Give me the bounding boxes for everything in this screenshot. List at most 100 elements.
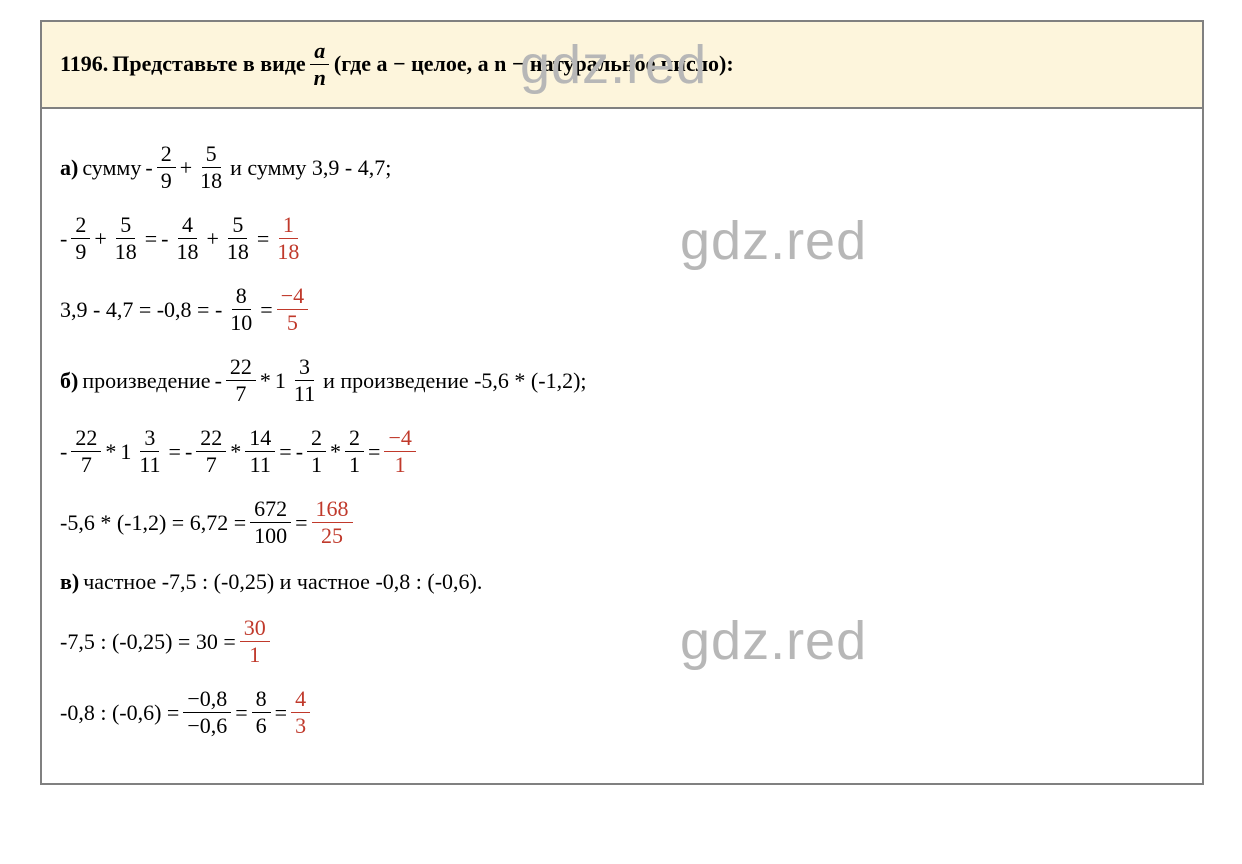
num: 8	[232, 285, 251, 310]
part-b-label: б)	[60, 368, 78, 394]
fraction: 1411	[245, 427, 275, 476]
star: *	[105, 439, 116, 465]
text: -7,5 : (-0,25) = 30 =	[60, 629, 236, 655]
den: 25	[317, 523, 347, 547]
star: *	[260, 368, 271, 394]
num: 4	[178, 214, 197, 239]
num: 2	[157, 143, 176, 168]
minus: -	[161, 226, 168, 252]
num: 4	[291, 688, 310, 713]
fraction: 21	[345, 427, 364, 476]
den: 1	[245, 642, 264, 666]
fraction: 227	[226, 356, 256, 405]
answer-fraction: 43	[291, 688, 310, 737]
answer-fraction: 118	[273, 214, 303, 263]
equals: =	[260, 297, 272, 323]
problem-body: а) сумму - 29 + 518 и сумму 3,9 - 4,7; -…	[42, 109, 1202, 783]
star: *	[330, 439, 341, 465]
den: 18	[196, 168, 226, 192]
text: и сумму 3,9 - 4,7;	[230, 155, 391, 181]
equals: =	[169, 439, 181, 465]
num: −4	[277, 285, 308, 310]
minus: -	[185, 439, 192, 465]
text: 3,9 - 4,7 = -0,8 = -	[60, 297, 222, 323]
minus: -	[145, 155, 152, 181]
num: 30	[240, 617, 270, 642]
num: 14	[245, 427, 275, 452]
den: 7	[231, 381, 250, 405]
part-c-step2: -0,8 : (-0,6) = −0,8−0,6 = 86 = 43	[58, 688, 1186, 737]
fraction: 227	[71, 427, 101, 476]
den: −0,6	[183, 713, 231, 737]
equals: =	[235, 700, 247, 726]
plus: +	[180, 155, 192, 181]
fraction: 518	[111, 214, 141, 263]
problem-card: 1196. Представьте в виде a n (где a − це…	[40, 20, 1204, 785]
num: −4	[384, 427, 415, 452]
num: 3	[140, 427, 159, 452]
num: 22	[226, 356, 256, 381]
equals: =	[257, 226, 269, 252]
part-a-step1: - 29 + 518 = - 418 + 518 = 118	[58, 214, 1186, 263]
part-b-step1: - 227 * 1 311 = - 227 * 1411 = - 21 * 21…	[58, 427, 1186, 476]
minus: -	[215, 368, 222, 394]
fraction: −0,8−0,6	[183, 688, 231, 737]
num: 22	[71, 427, 101, 452]
header-text-before: Представьте в виде	[112, 49, 305, 80]
text: и произведение -5,6 * (-1,2);	[323, 368, 586, 394]
part-c-label: в)	[60, 569, 79, 595]
num: 2	[71, 214, 90, 239]
num: 1	[279, 214, 298, 239]
plus: +	[94, 226, 106, 252]
den: 9	[157, 168, 176, 192]
fraction: 29	[71, 214, 90, 263]
den: 1	[345, 452, 364, 476]
den: 11	[246, 452, 275, 476]
num: 8	[252, 688, 271, 713]
num: 2	[345, 427, 364, 452]
answer-fraction: −41	[384, 427, 415, 476]
equals: =	[145, 226, 157, 252]
fraction: 518	[223, 214, 253, 263]
page: gdz.red gdz.red gdz.red 1196. Представьт…	[0, 0, 1242, 864]
part-c-question: в) частное -7,5 : (-0,25) и частное -0,8…	[58, 569, 1186, 595]
fraction: 311	[135, 427, 164, 476]
part-a-step2: 3,9 - 4,7 = -0,8 = - 810 = −45	[58, 285, 1186, 334]
equals: =	[368, 439, 380, 465]
equals: =	[275, 700, 287, 726]
fraction: 311	[290, 356, 319, 405]
den: 3	[291, 713, 310, 737]
num: −0,8	[183, 688, 231, 713]
part-c-step1: -7,5 : (-0,25) = 30 = 301	[58, 617, 1186, 666]
den: 18	[223, 239, 253, 263]
header-text-after: (где a − целое, а n − натуральное число)…	[334, 49, 734, 80]
header-fraction: a n	[310, 40, 330, 89]
num: 22	[196, 427, 226, 452]
text: частное -7,5 : (-0,25) и частное -0,8 : …	[83, 569, 482, 595]
den: 5	[283, 310, 302, 334]
part-a-label: а)	[60, 155, 78, 181]
fraction-num: a	[310, 40, 329, 65]
text: произведение	[82, 368, 210, 394]
num: 2	[307, 427, 326, 452]
text: сумму	[82, 155, 141, 181]
var-n: n	[314, 65, 326, 90]
fraction: 518	[196, 143, 226, 192]
answer-fraction: 16825	[312, 498, 353, 547]
fraction: 86	[252, 688, 271, 737]
var-a: a	[314, 38, 325, 63]
den: 11	[290, 381, 319, 405]
den: 18	[111, 239, 141, 263]
fraction: 418	[173, 214, 203, 263]
answer-fraction: −45	[277, 285, 308, 334]
fraction: 29	[157, 143, 176, 192]
minus: -	[60, 226, 67, 252]
fraction-den: n	[310, 65, 330, 89]
equals: =	[295, 510, 307, 536]
problem-number: 1196.	[60, 49, 108, 80]
fraction: 227	[196, 427, 226, 476]
problem-header: 1196. Представьте в виде a n (где a − це…	[42, 22, 1202, 109]
den: 7	[77, 452, 96, 476]
den: 7	[202, 452, 221, 476]
den: 18	[173, 239, 203, 263]
